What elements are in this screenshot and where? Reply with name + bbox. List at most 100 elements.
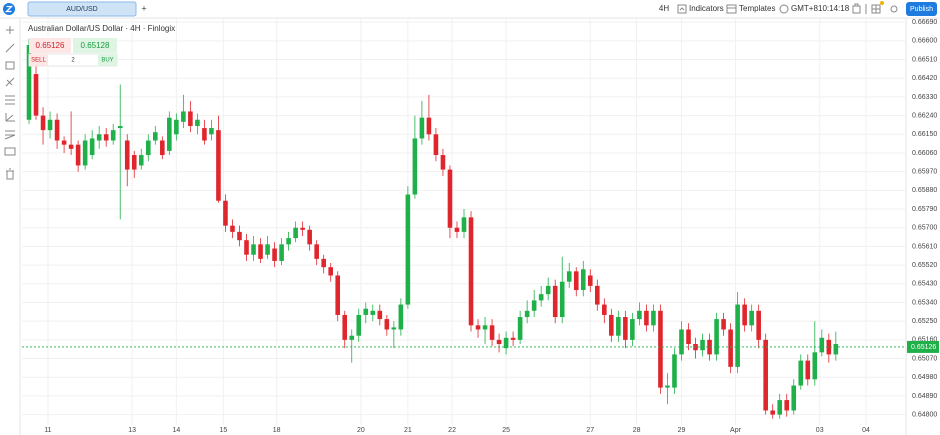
layout-icon[interactable] (871, 4, 881, 14)
text-tool[interactable] (4, 147, 16, 156)
symbol-search[interactable] (27, 1, 137, 17)
x-tick-label: 29 (678, 427, 686, 434)
indicators[interactable]: Indicators (689, 4, 724, 13)
measure-tool[interactable] (5, 77, 15, 87)
candle-body (398, 304, 404, 330)
candle-body (545, 285, 551, 295)
candle-body (777, 400, 783, 415)
candle-body (609, 314, 614, 336)
y-tick-label: 0.65880 (912, 187, 937, 194)
candle-body (47, 119, 53, 131)
candle-body (475, 325, 481, 330)
candle-body (89, 138, 95, 156)
tool-icons (4, 3, 898, 180)
candle-body (82, 140, 88, 166)
sell-tab[interactable] (29, 54, 48, 66)
logo-glyph (4, 5, 14, 13)
candle-body (644, 310, 649, 326)
candle-body (335, 275, 341, 315)
candle-body (153, 132, 158, 141)
candle-body (489, 325, 495, 340)
y-tick-label: 0.66240 (912, 112, 937, 119)
publish-button[interactable] (906, 2, 937, 16)
candle-body (181, 111, 186, 122)
x-tick-label: 27 (586, 427, 594, 434)
candle-body (714, 319, 719, 355)
pattern-tool[interactable] (4, 130, 16, 140)
candle-body (138, 155, 144, 166)
candle-body (602, 304, 607, 315)
candle-body (131, 155, 137, 170)
candle-body (587, 275, 593, 286)
candle-body (405, 194, 411, 305)
candle-body (160, 140, 165, 156)
x-tick-label: 22 (448, 427, 456, 434)
y-tick-label: 0.64800 (912, 411, 937, 418)
timezone[interactable]: GMT+8 (791, 4, 818, 13)
candle-body (356, 314, 362, 336)
candle-body (447, 169, 453, 228)
candle-body (96, 134, 102, 141)
candle-body (805, 360, 811, 380)
y-tick-label: 0.64890 (912, 393, 937, 400)
crosshair-tool[interactable] (6, 26, 14, 34)
candle-body (742, 304, 747, 326)
candle-body (531, 300, 537, 311)
candle-body (735, 304, 740, 367)
candle-body (167, 117, 172, 151)
candle-body (721, 319, 726, 330)
last-price-label: 0.65126 (911, 344, 936, 351)
rect-tool[interactable] (5, 61, 15, 70)
delete-tool[interactable] (6, 168, 14, 180)
candle-body (230, 225, 235, 232)
candle-body (188, 111, 193, 126)
interval[interactable]: 4H (659, 4, 669, 13)
candle-body (700, 339, 705, 351)
candle-body (40, 115, 46, 131)
settings-icon[interactable] (890, 5, 898, 13)
candle-body (552, 285, 558, 318)
candle-body (258, 244, 263, 259)
candle-body (826, 339, 832, 355)
x-tick-label: 11 (44, 427, 51, 434)
x-tick-label: Apr (730, 427, 742, 434)
candle-body (812, 352, 818, 380)
candle-body (54, 119, 60, 141)
candle-body (279, 244, 284, 261)
templates[interactable]: Templates (739, 4, 775, 13)
y-tick-label: 0.65520 (912, 262, 937, 269)
sell-box[interactable] (29, 38, 71, 53)
buy-box[interactable] (73, 38, 117, 53)
y-tick-label: 0.65700 (912, 225, 937, 232)
candle-body (124, 140, 130, 170)
y-tick-label: 0.65610 (912, 243, 937, 250)
x-tick-label: 21 (404, 427, 412, 434)
candle-body (391, 327, 397, 330)
line-tool[interactable] (5, 43, 15, 53)
candle-body (580, 269, 586, 291)
candle-body (510, 337, 516, 340)
chart-title: Australian Dollar/US Dollar · 4H · Finlo… (28, 24, 175, 33)
briefcase-icon[interactable] (852, 3, 861, 14)
candle-body (658, 310, 663, 388)
candle-body (426, 117, 432, 135)
candle-body (798, 360, 804, 386)
candle-body (61, 140, 67, 145)
buy-price: 0.65128 (81, 41, 110, 50)
y-tick-label: 0.64980 (912, 374, 937, 381)
candle-body (524, 310, 530, 318)
fib-tool[interactable] (5, 95, 15, 105)
candle-body (314, 244, 319, 259)
buy-tab[interactable] (98, 54, 117, 66)
x-tick-label: 13 (128, 427, 136, 434)
indicators-icon (677, 4, 687, 14)
add-symbol[interactable]: + (141, 3, 146, 13)
gann-tool[interactable] (5, 113, 15, 122)
candle-body (665, 385, 670, 388)
candle-body (342, 314, 348, 340)
candle-body (384, 319, 390, 330)
candle-body (763, 339, 768, 411)
candle-body (68, 144, 74, 149)
